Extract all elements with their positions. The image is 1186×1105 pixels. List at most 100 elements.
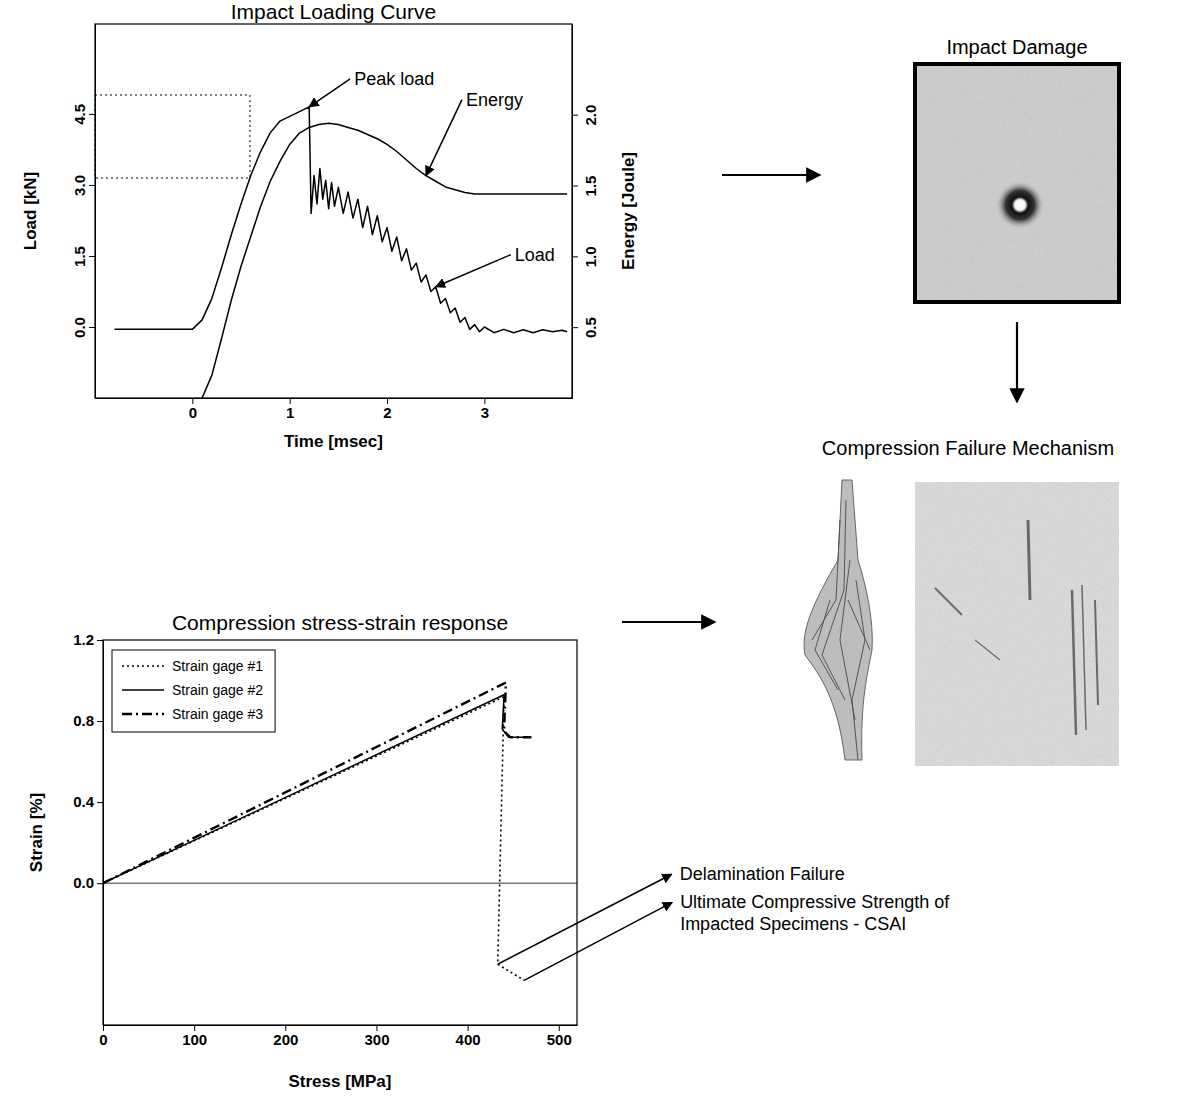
annotation: Peak load (354, 69, 434, 89)
tick: 1 (286, 398, 294, 421)
axis-line (96, 398, 573, 399)
tick-mark (572, 115, 578, 116)
panels: Impact Damage Compression Failure Mechani… (622, 36, 1119, 766)
tick-mark (89, 185, 95, 186)
axis-line (95, 25, 96, 399)
tick-label: 0.5 (582, 317, 599, 338)
tick: 1.5 (572, 176, 599, 197)
damage-texture (915, 64, 1119, 302)
tick: 1.0 (572, 246, 599, 267)
y2-axis: 0.5 1.0 1.5 2.0 (572, 25, 599, 399)
tick-label: 4.5 (71, 104, 88, 125)
failure-image (915, 482, 1119, 766)
sketch-stroke (822, 500, 846, 700)
annotation: Delamination Failure (680, 864, 845, 884)
annotation-arrow (426, 100, 462, 176)
legend-label: Strain gage #3 (172, 706, 263, 722)
x-axis: 0 1 2 3 (96, 398, 573, 421)
x-axis-title: Time [msec] (284, 432, 383, 451)
tick-label: 300 (364, 1031, 389, 1048)
tick: 300 (364, 1025, 389, 1048)
chart-title: Compression stress-strain response (172, 611, 508, 634)
tick: 100 (182, 1025, 207, 1048)
tick-mark (572, 186, 578, 187)
tick-label: 0 (189, 404, 197, 421)
failure-crack (975, 640, 1000, 660)
sketch-shape (804, 480, 872, 760)
tick-mark (89, 327, 95, 328)
tick: 0.0 (71, 317, 95, 338)
annotation-arrow (436, 255, 511, 287)
damage-frame (915, 64, 1119, 302)
legend-swatch (122, 689, 164, 691)
tick-label: 0.4 (73, 793, 95, 810)
tick: 500 (547, 1025, 572, 1048)
tick: 0 (99, 1025, 107, 1048)
y-axis-title: Load [kN] (21, 172, 40, 250)
failure-crack (1072, 590, 1076, 735)
tick: 3.0 (71, 175, 95, 196)
plot-frame (95, 24, 572, 398)
tick: 2 (383, 398, 391, 421)
failure-sketch (804, 480, 872, 760)
series-line (103, 697, 524, 981)
annotation-arrow (524, 902, 672, 980)
legend: Strain gage #1 Strain gage #2 Strain gage … (112, 650, 275, 732)
tick: 0.4 (73, 793, 103, 810)
tick: 0.8 (73, 712, 103, 729)
tick-mark (89, 114, 95, 115)
tick: 1.5 (71, 246, 95, 267)
tick-label: 0 (99, 1031, 107, 1048)
highlight-box (95, 95, 250, 178)
tick: 3 (481, 398, 489, 421)
panel-title: Impact Damage (946, 36, 1087, 58)
flow-arrow (622, 621, 715, 623)
tick: 0.5 (572, 317, 599, 338)
tick-label: 1.2 (73, 631, 94, 648)
flow-arrow (722, 174, 820, 176)
legend-swatch (122, 665, 164, 667)
legend-label: Strain gage #1 (172, 658, 263, 674)
tick-label: 3.0 (71, 175, 88, 196)
annotation-arrow (309, 79, 350, 107)
annotation: Ultimate Compressive Strength ofImpacted… (680, 892, 950, 934)
tick-mark (89, 256, 95, 257)
y2-axis-title: Energy [Joule] (619, 152, 638, 270)
series-line (114, 107, 567, 333)
sketch-stroke (812, 520, 840, 640)
tick-label: 2 (383, 404, 391, 421)
tick: 2.0 (572, 105, 599, 126)
chart-title: Impact Loading Curve (231, 0, 436, 23)
tick: 0 (189, 398, 197, 421)
tick-mark (97, 721, 103, 722)
zero-line (103, 883, 577, 884)
tick-label: 3 (481, 404, 489, 421)
damage-spot (996, 181, 1044, 229)
tick-label: 100 (182, 1031, 207, 1048)
chart: Compression stress-strain response010020… (27, 611, 950, 1091)
panel-title: Compression Failure Mechanism (822, 437, 1114, 459)
axis-line (103, 641, 104, 1026)
tick-label: 500 (547, 1031, 572, 1048)
annotation: Energy (466, 90, 523, 110)
legend-box (112, 650, 275, 732)
x-axis: 0100200300400500 (99, 1025, 577, 1048)
tick: 0.0 (73, 874, 103, 891)
tick-label: 2.0 (582, 105, 599, 126)
axis-line (572, 25, 573, 399)
failure-texture (915, 482, 1119, 766)
y-axis: 0.0 1.5 3.0 4.5 (71, 25, 96, 399)
sketch-stroke (848, 600, 870, 650)
legend-label: Strain gage #2 (172, 682, 263, 698)
chart: Impact Loading Curve 0 1 2 3 0.0 1.5 3.0 4.5 0.5 1… (21, 0, 638, 451)
damage-image (915, 64, 1119, 302)
y-axis-title: Strain [%] (27, 793, 46, 872)
tick-mark (97, 802, 103, 803)
plot-area (114, 107, 567, 398)
annotation: Load (515, 245, 555, 265)
tick-label: 0.0 (71, 317, 88, 338)
tick-label: 1.5 (71, 246, 88, 267)
tick-label: 1.0 (582, 246, 599, 267)
y-axis: 0.0 0.4 0.8 1.2 (73, 631, 103, 1025)
tick-label: 0.0 (73, 874, 94, 891)
